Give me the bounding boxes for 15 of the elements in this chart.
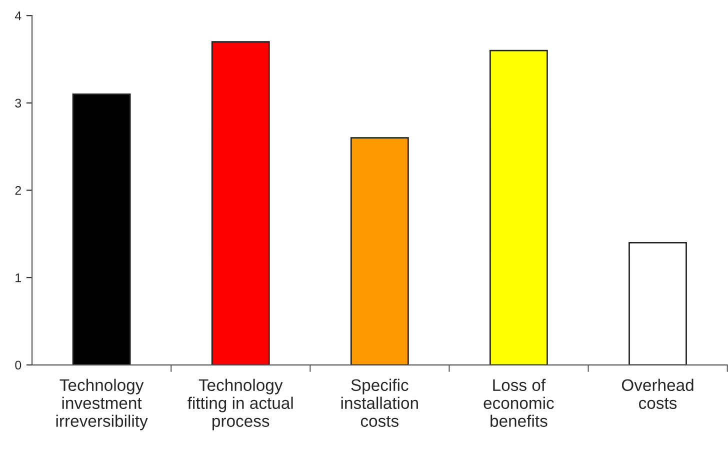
x-tick-label: Technology investment irreversibility bbox=[56, 378, 148, 430]
bar bbox=[628, 242, 687, 365]
x-tick-label: Overhead costs bbox=[622, 378, 694, 409]
bar bbox=[72, 94, 131, 365]
y-tick-label: 2 bbox=[15, 186, 21, 195]
y-tick-label: 3 bbox=[15, 98, 22, 108]
x-tick-label: Loss of economic benefits bbox=[484, 378, 554, 427]
bar bbox=[211, 41, 270, 365]
bar bbox=[350, 137, 409, 365]
y-tick-label: 1 bbox=[16, 274, 22, 282]
bar bbox=[490, 50, 548, 365]
y-tick-label: 0 bbox=[15, 360, 22, 370]
x-tick-label: Specific installation costs bbox=[341, 378, 418, 427]
y-tick-label: 4 bbox=[14, 12, 22, 20]
x-tick-label: Technology fitting in actual process bbox=[188, 378, 293, 430]
